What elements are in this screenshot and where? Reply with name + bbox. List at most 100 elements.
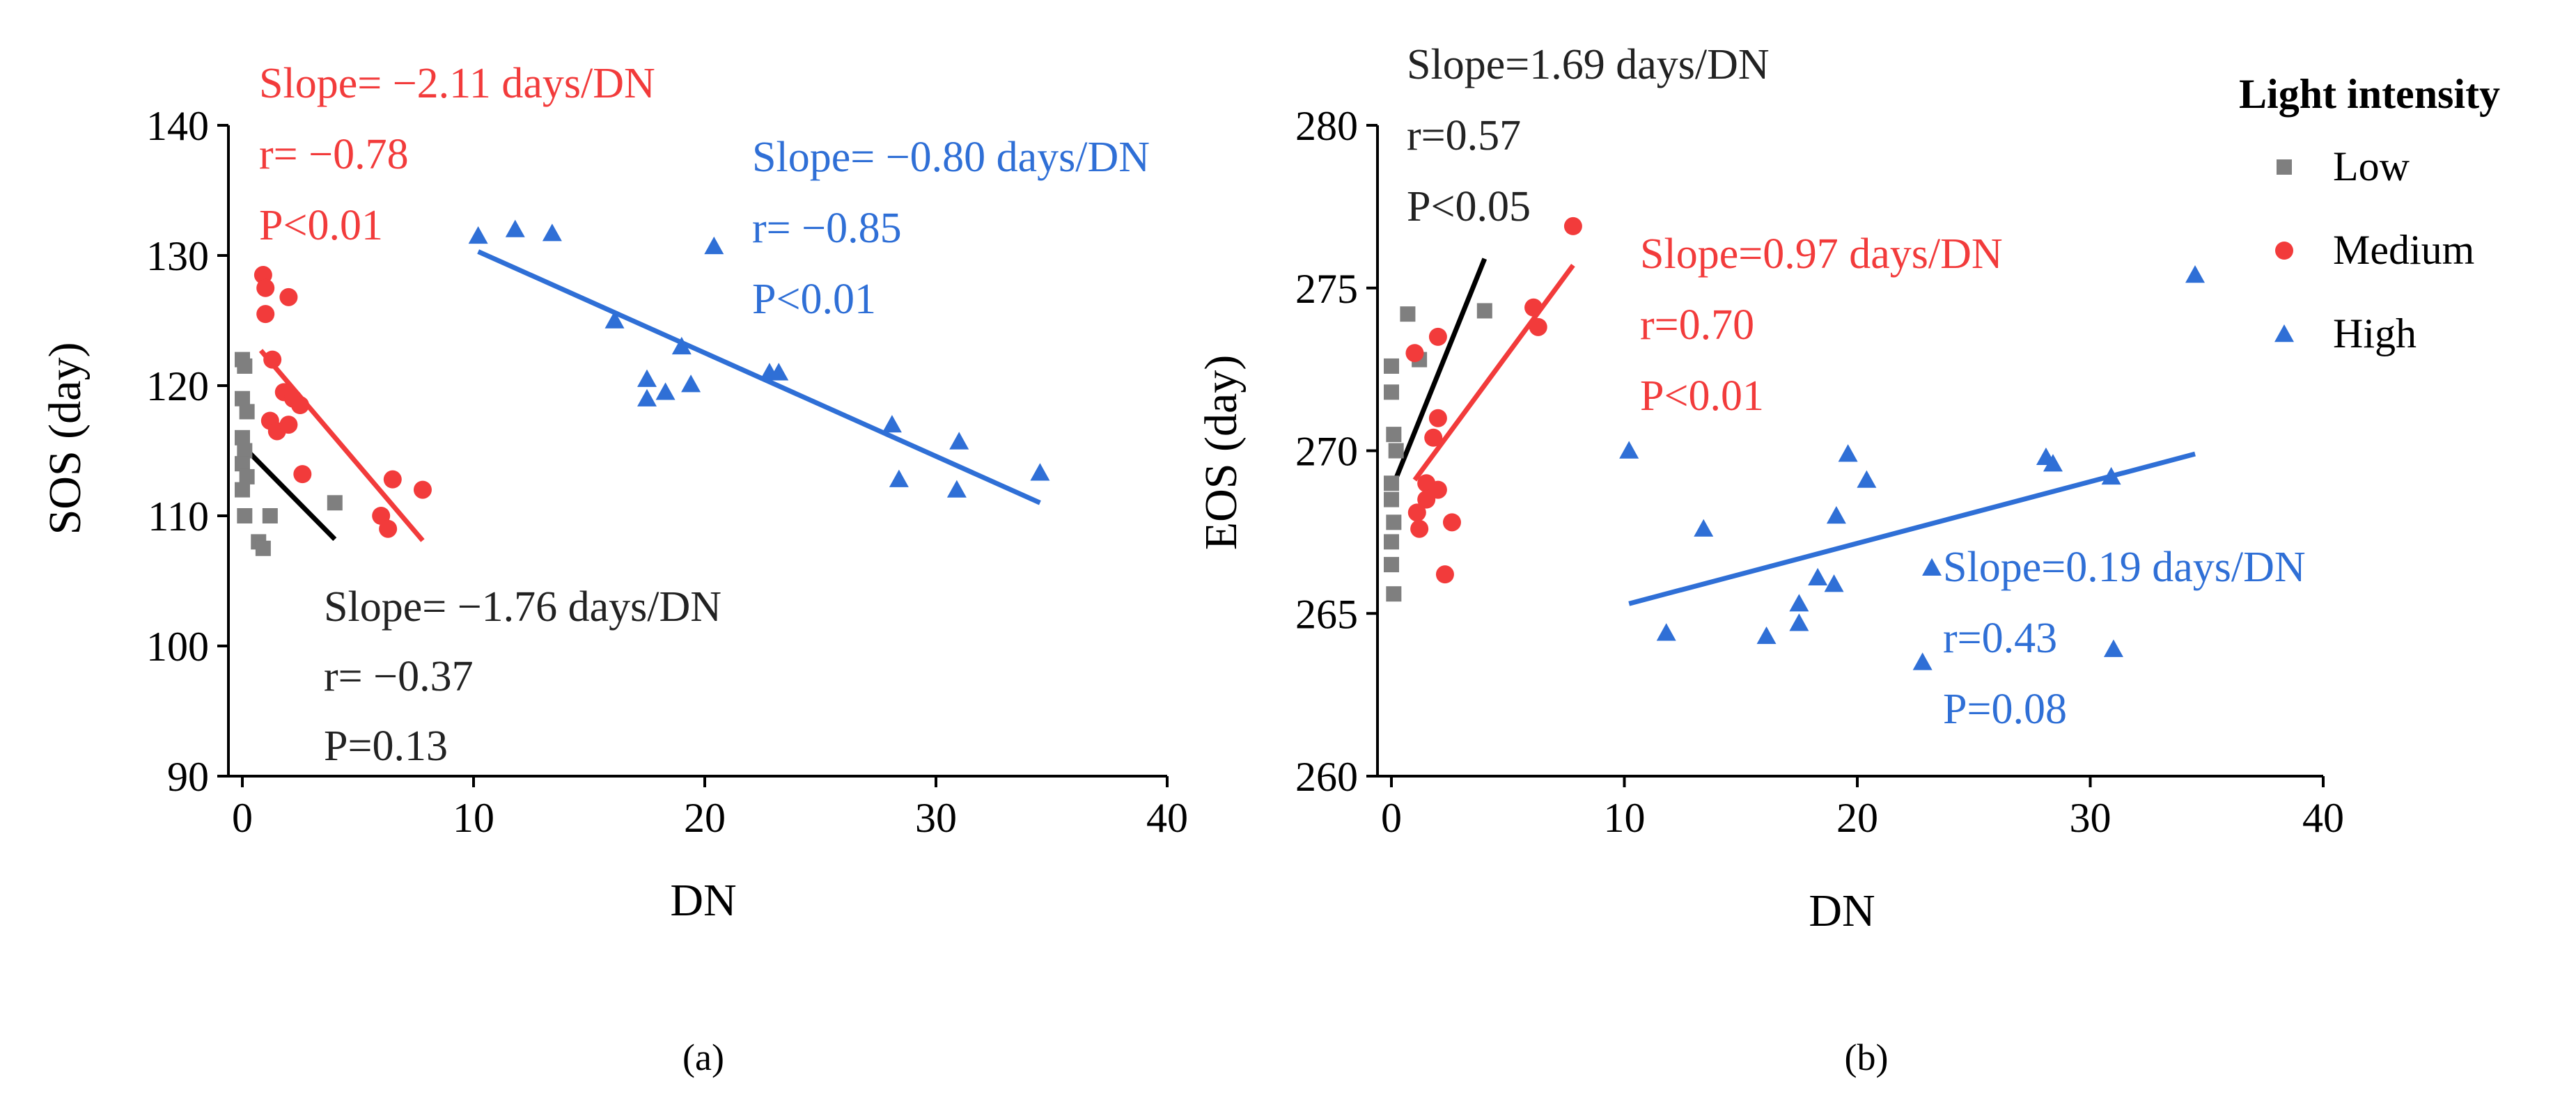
data-point-low: [235, 456, 250, 472]
x-tick-label: 20: [684, 795, 726, 841]
panel-a-xlabel: DN: [670, 875, 736, 926]
data-point-low: [239, 468, 255, 484]
data-point-low: [1384, 534, 1399, 550]
data-point-medium: [1442, 513, 1461, 532]
data-point-high: [704, 236, 724, 255]
data-point-high: [949, 432, 969, 450]
annotation-slope: Slope=1.69 days/DN: [1407, 41, 1770, 88]
data-point-medium: [256, 278, 275, 297]
data-point-medium: [383, 470, 402, 489]
data-point-high: [1824, 574, 1844, 592]
legend-item-low: Low: [2277, 143, 2410, 189]
annotation-r: r= −0.78: [259, 131, 409, 178]
data-point-medium: [256, 305, 275, 324]
panel-b-annotation-medium: Slope=0.97 days/DN r=0.70 P<0.01: [1640, 230, 2003, 420]
x-tick-label: 0: [232, 795, 253, 841]
data-point-high: [1030, 463, 1050, 481]
data-point-high: [946, 480, 967, 498]
data-point-high: [637, 388, 657, 407]
panel-a-caption: (a): [682, 1036, 724, 1078]
annotation-r: r=0.57: [1407, 112, 1521, 159]
fit-line-medium: [1412, 263, 1575, 482]
panel-a-fit-lines: [240, 249, 1041, 542]
panel-a-points: [235, 219, 1050, 556]
fit-line-high: [477, 249, 1041, 505]
data-point-medium: [1435, 565, 1454, 584]
data-point-high: [1826, 506, 1846, 524]
panel-a-ticks: 0 10 20 30 40 90 100 110 120 130 140: [146, 103, 1188, 841]
data-point-high: [637, 369, 657, 387]
data-point-high: [1857, 470, 1877, 488]
y-tick-label: 140: [146, 103, 209, 149]
annotation-r: r= −0.37: [324, 653, 474, 700]
annotation-r: r=0.43: [1943, 615, 2057, 662]
x-tick-label: 30: [915, 795, 957, 841]
data-point-medium: [279, 287, 298, 306]
y-tick-label: 120: [146, 363, 209, 409]
legend-label: Medium: [2333, 227, 2474, 273]
data-point-medium: [1428, 409, 1447, 427]
data-point-low: [1476, 303, 1492, 319]
annotation-slope: Slope=0.97 days/DN: [1640, 230, 2003, 278]
data-point-high: [1789, 613, 1809, 631]
y-tick-label: 130: [146, 233, 209, 279]
annotation-p: P<0.01: [752, 276, 876, 323]
y-tick-label: 100: [146, 624, 209, 670]
panel-b: 0 10 20 30 40 260 265 270 275 280 DN EOS (day) (b…: [1196, 41, 2344, 1078]
legend-marker-medium: [2275, 242, 2293, 260]
fit-line-medium: [258, 349, 425, 542]
data-point-low: [1386, 514, 1402, 530]
data-point-low: [235, 482, 250, 498]
data-point-high: [655, 382, 676, 400]
y-tick-label: 90: [167, 754, 209, 800]
panel-a-annotation-low: Slope= −1.76 days/DN r= −0.37 P=0.13: [324, 583, 721, 770]
panel-b-annotation-low: Slope=1.69 days/DN r=0.57 P<0.05: [1407, 41, 1770, 230]
annotation-r: r= −0.85: [752, 205, 902, 252]
data-point-high: [2101, 466, 2121, 485]
data-point-high: [1789, 594, 1809, 612]
y-tick-label: 265: [1295, 591, 1358, 637]
panel-a-ylabel: SOS (day): [40, 342, 91, 535]
data-point-low: [235, 429, 250, 445]
data-point-high: [1808, 567, 1828, 586]
legend-label: High: [2333, 310, 2417, 356]
data-point-medium: [263, 350, 282, 369]
y-tick-label: 275: [1295, 266, 1358, 312]
data-point-high: [1756, 626, 1777, 645]
annotation-r: r=0.70: [1640, 301, 1754, 349]
data-point-low: [262, 508, 278, 523]
data-point-low: [1384, 384, 1399, 400]
data-point-low: [1388, 443, 1404, 459]
data-point-high: [1656, 623, 1676, 641]
y-tick-label: 260: [1295, 754, 1358, 800]
panel-b-ylabel: EOS (day): [1196, 355, 1247, 550]
fit-line-low: [1389, 258, 1488, 491]
data-point-medium: [1424, 428, 1443, 447]
y-tick-label: 110: [148, 494, 209, 539]
data-point-high: [1619, 441, 1639, 459]
data-point-high: [468, 226, 488, 244]
data-point-high: [2103, 639, 2123, 657]
data-point-medium: [1405, 344, 1424, 363]
data-point-high: [681, 374, 701, 393]
data-point-high: [2185, 265, 2206, 283]
data-point-medium: [1417, 490, 1436, 509]
data-point-medium: [1524, 298, 1543, 317]
data-point-high: [1912, 652, 1933, 670]
data-point-low: [1386, 586, 1402, 602]
data-point-high: [671, 336, 692, 355]
y-tick-label: 280: [1295, 103, 1358, 149]
data-point-low: [327, 495, 343, 511]
annotation-slope: Slope= −1.76 days/DN: [324, 583, 721, 631]
data-point-medium: [1407, 503, 1426, 522]
data-point-high: [604, 310, 625, 329]
data-point-low: [255, 540, 271, 556]
data-point-high: [542, 223, 562, 242]
data-point-low: [1384, 557, 1399, 573]
legend-item-high: High: [2274, 310, 2417, 356]
data-point-high: [1838, 444, 1858, 462]
y-tick-label: 270: [1295, 429, 1358, 475]
annotation-p: P=0.08: [1943, 686, 2067, 733]
legend-title: Light intensity: [2239, 71, 2500, 117]
panel-b-annotation-high: Slope=0.19 days/DN r=0.43 P=0.08: [1943, 544, 2306, 733]
